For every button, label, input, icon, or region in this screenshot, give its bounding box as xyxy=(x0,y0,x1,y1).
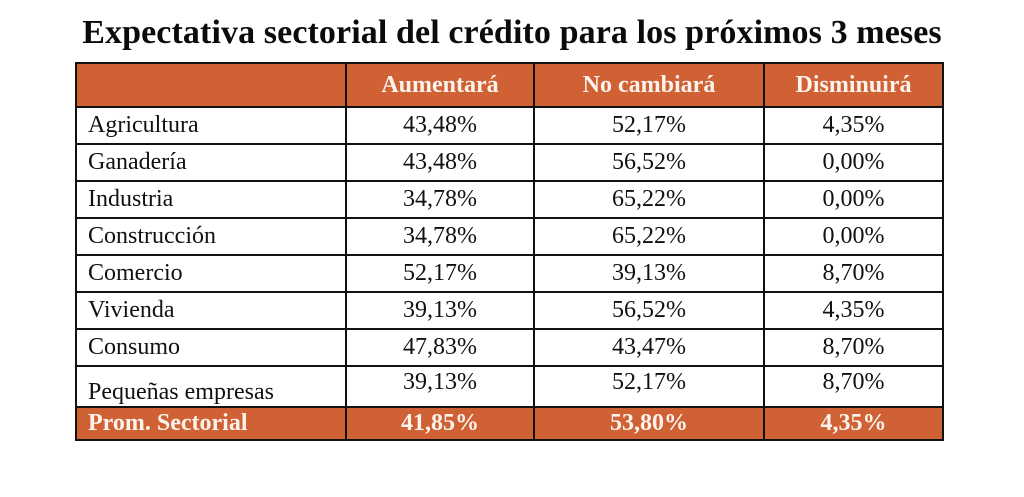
page-title: Expectativa sectorial del crédito para l… xyxy=(82,14,942,51)
cell-no-cambiara: 52,17% xyxy=(533,106,765,145)
table-row: Comercio 52,17% 39,13% 8,70% xyxy=(75,254,944,293)
cell-disminuira: 4,35% xyxy=(763,106,944,145)
cell-disminuira: 0,00% xyxy=(763,180,944,219)
row-label: Agricultura xyxy=(75,106,347,145)
cell-aumentara: 43,48% xyxy=(345,143,535,182)
cell-no-cambiara: 56,52% xyxy=(533,143,765,182)
cell-disminuira: 8,70% xyxy=(763,365,944,408)
credit-expectation-table: Aumentará No cambiará Disminuirá Agricul… xyxy=(75,62,944,441)
cell-aumentara: 43,48% xyxy=(345,106,535,145)
footer-label: Prom. Sectorial xyxy=(75,406,347,441)
row-label: Comercio xyxy=(75,254,347,293)
row-label: Industria xyxy=(75,180,347,219)
table-row: Construcción 34,78% 65,22% 0,00% xyxy=(75,217,944,256)
row-label: Construcción xyxy=(75,217,347,256)
cell-disminuira: 8,70% xyxy=(763,328,944,367)
cell-disminuira: 0,00% xyxy=(763,217,944,256)
footer-row: Prom. Sectorial 41,85% 53,80% 4,35% xyxy=(75,406,944,441)
footer-value-no-cambiara: 53,80% xyxy=(533,406,765,441)
header-cell-no-cambiara: No cambiará xyxy=(533,62,765,108)
cell-no-cambiara: 65,22% xyxy=(533,180,765,219)
cell-aumentara: 34,78% xyxy=(345,180,535,219)
footer-value-disminuira: 4,35% xyxy=(763,406,944,441)
cell-disminuira: 4,35% xyxy=(763,291,944,330)
footer-value-aumentara: 41,85% xyxy=(345,406,535,441)
table-row: Consumo 47,83% 43,47% 8,70% xyxy=(75,328,944,367)
cell-disminuira: 8,70% xyxy=(763,254,944,293)
cell-aumentara: 39,13% xyxy=(345,291,535,330)
table-row: Pequeñas empresas 39,13% 52,17% 8,70% xyxy=(75,365,944,408)
table-row: Industria 34,78% 65,22% 0,00% xyxy=(75,180,944,219)
table-row: Vivienda 39,13% 56,52% 4,35% xyxy=(75,291,944,330)
row-label: Ganadería xyxy=(75,143,347,182)
cell-disminuira: 0,00% xyxy=(763,143,944,182)
header-cell-disminuira: Disminuirá xyxy=(763,62,944,108)
row-label: Consumo xyxy=(75,328,347,367)
cell-no-cambiara: 56,52% xyxy=(533,291,765,330)
cell-aumentara: 39,13% xyxy=(345,365,535,408)
table-row: Ganadería 43,48% 56,52% 0,00% xyxy=(75,143,944,182)
table-row: Agricultura 43,48% 52,17% 4,35% xyxy=(75,106,944,145)
header-cell-sector xyxy=(75,62,347,108)
row-label: Vivienda xyxy=(75,291,347,330)
cell-aumentara: 34,78% xyxy=(345,217,535,256)
cell-no-cambiara: 52,17% xyxy=(533,365,765,408)
cell-no-cambiara: 39,13% xyxy=(533,254,765,293)
header-cell-aumentara: Aumentará xyxy=(345,62,535,108)
cell-aumentara: 52,17% xyxy=(345,254,535,293)
row-label: Pequeñas empresas xyxy=(75,365,347,408)
cell-aumentara: 47,83% xyxy=(345,328,535,367)
cell-no-cambiara: 65,22% xyxy=(533,217,765,256)
cell-no-cambiara: 43,47% xyxy=(533,328,765,367)
header-row: Aumentará No cambiará Disminuirá xyxy=(75,62,944,108)
